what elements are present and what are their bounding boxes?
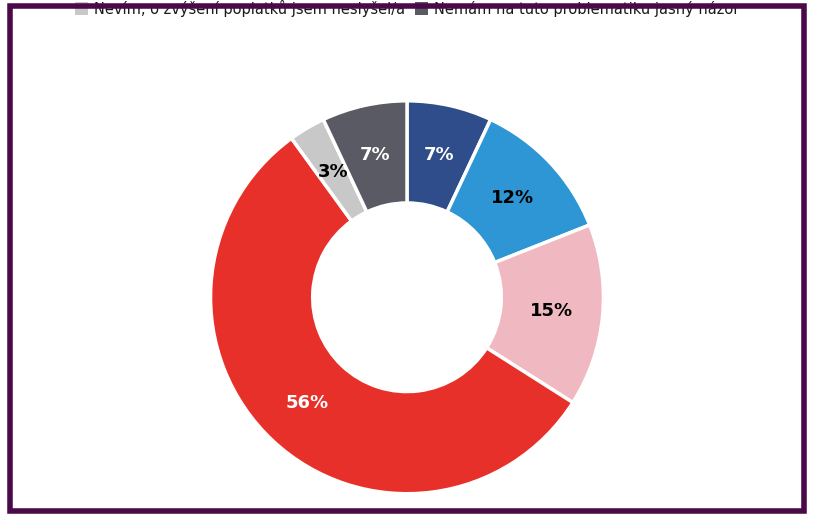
Text: 7%: 7% bbox=[360, 146, 391, 164]
Legend: Nevím, o zvýšení poplatků jsem neslyšel/a, Nemám na tuto problematiku jasný názo: Nevím, o zvýšení poplatků jsem neslyšel/… bbox=[70, 0, 744, 21]
Wedge shape bbox=[323, 101, 407, 212]
Text: 56%: 56% bbox=[286, 394, 329, 412]
Wedge shape bbox=[487, 225, 603, 403]
Wedge shape bbox=[291, 119, 367, 221]
Text: 7%: 7% bbox=[423, 146, 454, 164]
Text: 3%: 3% bbox=[317, 163, 348, 181]
Wedge shape bbox=[211, 139, 573, 494]
Wedge shape bbox=[447, 119, 589, 263]
Text: 15%: 15% bbox=[530, 302, 573, 320]
Text: 12%: 12% bbox=[492, 189, 535, 207]
Wedge shape bbox=[407, 101, 491, 212]
